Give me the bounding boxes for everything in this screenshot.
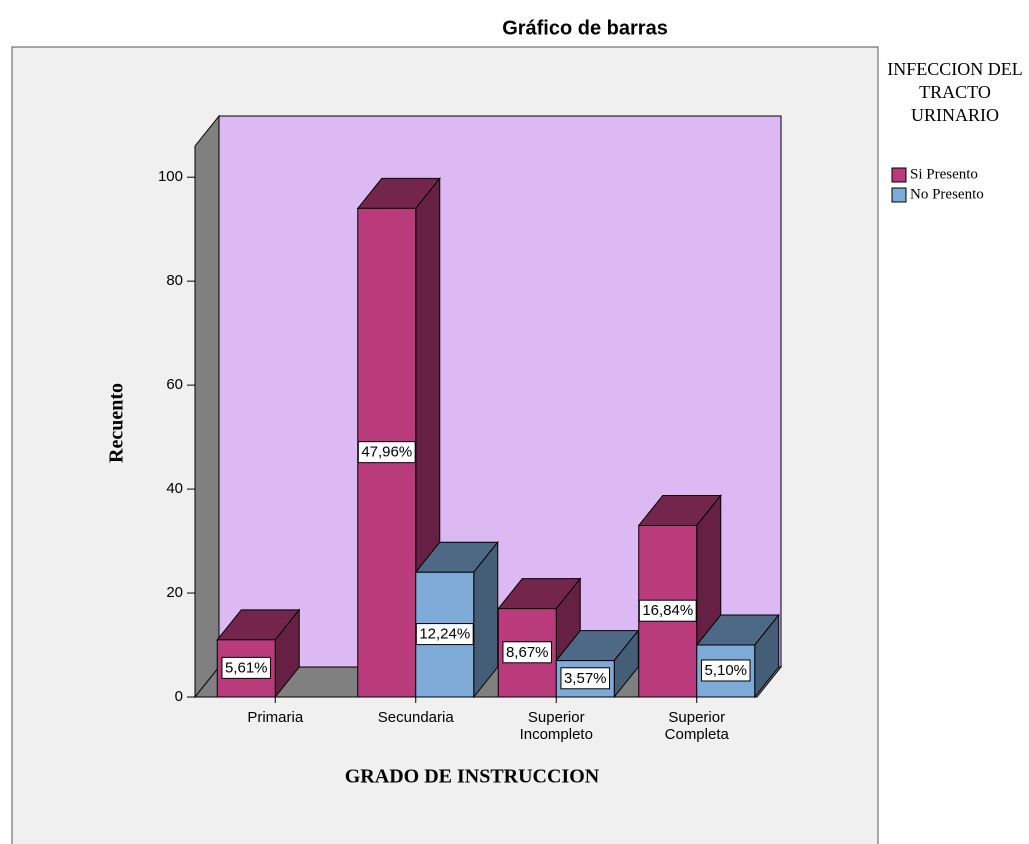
- data-label: 3,57%: [564, 670, 607, 687]
- legend-title: INFECCION DEL TRACTO URINARIO: [887, 59, 1023, 125]
- chart-title: Gráfico de barras: [502, 17, 668, 39]
- y-tick-label: 60: [166, 376, 183, 393]
- x-axis-title: GRADO DE INSTRUCCION: [345, 766, 600, 788]
- y-tick-label: 20: [166, 584, 183, 601]
- data-label-box: [560, 667, 611, 690]
- data-label: 8,67%: [506, 644, 549, 661]
- data-label-box: [415, 623, 474, 646]
- data-label: 5,10%: [704, 662, 747, 679]
- data-label-box: [700, 659, 751, 682]
- x-tick-label: Primaria: [247, 709, 304, 726]
- y-axis-title: Recuento: [106, 383, 128, 463]
- data-label: 5,61%: [225, 659, 268, 676]
- data-label-box: [357, 441, 416, 464]
- data-label: 47,96%: [361, 444, 412, 461]
- y-tick-label: 40: [166, 480, 183, 497]
- y-tick-label: 100: [158, 168, 183, 185]
- data-label-box: [221, 656, 272, 679]
- y-tick-label: 80: [166, 272, 183, 289]
- left-wall: [194, 114, 220, 699]
- x-tick-label: Superior Completa: [664, 709, 729, 743]
- x-tick-label: Superior Incompleto: [519, 709, 593, 743]
- data-label: 16,84%: [642, 602, 693, 619]
- y-tick-label: 0: [175, 688, 183, 705]
- data-label-box: [638, 599, 697, 622]
- data-label: 12,24%: [419, 626, 470, 643]
- legend-swatch: [891, 187, 907, 203]
- legend-swatch: [891, 167, 907, 183]
- legend-label: No Presento: [910, 186, 984, 202]
- legend-label: Si Presento: [910, 166, 978, 182]
- data-label-box: [502, 641, 553, 664]
- x-tick-label: Secundaria: [377, 709, 454, 726]
